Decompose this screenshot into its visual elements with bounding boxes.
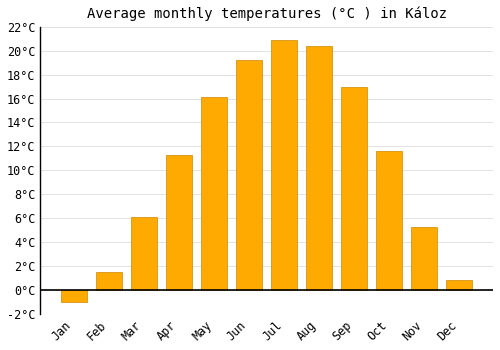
Bar	[376, 151, 402, 290]
Bar	[411, 226, 438, 290]
Bar	[341, 86, 367, 290]
Bar	[131, 217, 157, 290]
Bar	[166, 155, 192, 290]
Bar	[306, 46, 332, 290]
Bar	[96, 272, 122, 290]
Bar	[236, 60, 262, 290]
Bar	[271, 40, 297, 290]
Bar	[446, 280, 472, 290]
Title: Average monthly temperatures (°C ) in Káloz: Average monthly temperatures (°C ) in Ká…	[86, 7, 446, 21]
Bar	[61, 290, 87, 302]
Bar	[201, 97, 228, 290]
